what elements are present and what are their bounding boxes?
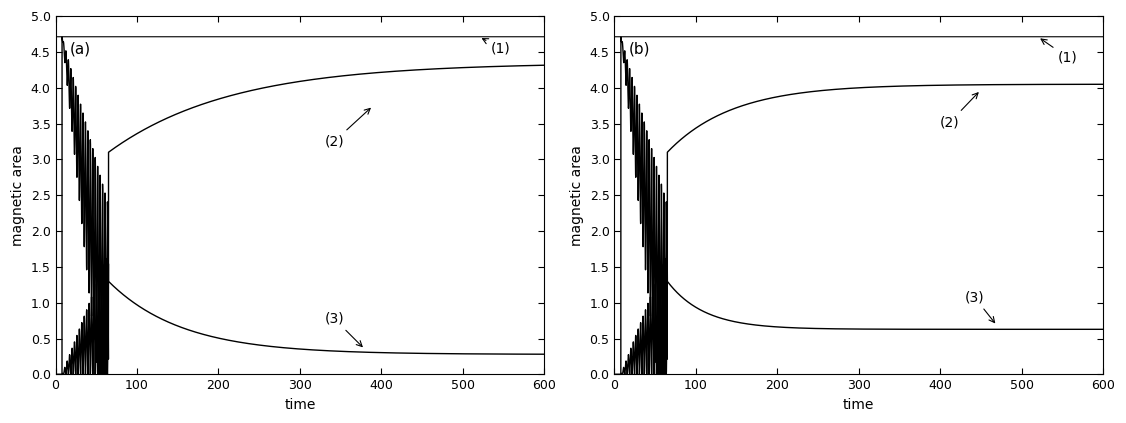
Text: (2): (2) xyxy=(324,108,370,148)
Text: (3): (3) xyxy=(324,312,363,346)
X-axis label: time: time xyxy=(843,398,875,412)
Text: (2): (2) xyxy=(940,93,978,129)
Y-axis label: magnetic area: magnetic area xyxy=(570,145,584,246)
X-axis label: time: time xyxy=(284,398,315,412)
Y-axis label: magnetic area: magnetic area xyxy=(11,145,25,246)
Text: (a): (a) xyxy=(70,41,91,56)
Text: (1): (1) xyxy=(1042,39,1078,65)
Text: (1): (1) xyxy=(483,38,511,55)
Text: (b): (b) xyxy=(629,41,651,56)
Text: (3): (3) xyxy=(965,290,994,323)
